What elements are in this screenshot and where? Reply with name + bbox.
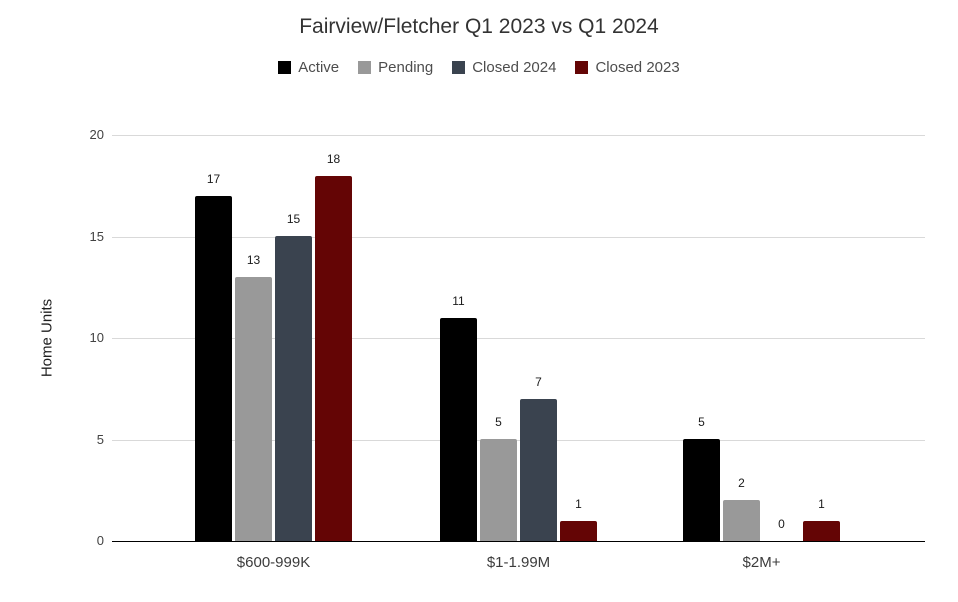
gridline: [112, 237, 925, 238]
y-axis-tick-label: 5: [96, 432, 104, 447]
category-label: $600-999K: [236, 554, 311, 571]
legend-label: Active: [298, 59, 340, 76]
legend-label: Closed 2024: [472, 59, 557, 76]
bar-value-label: 5: [698, 415, 705, 429]
chart-title: Fairview/Fletcher Q1 2023 vs Q1 2024: [299, 15, 659, 38]
legend-item-closed-2023: Closed 2023: [575, 59, 680, 76]
bar-value-label: 15: [286, 212, 301, 226]
gridline: [112, 338, 925, 339]
bar-pending: [480, 439, 517, 541]
bar-closed-2024: [275, 236, 312, 541]
y-axis-tick-label: 15: [89, 229, 104, 244]
bar-active: [683, 439, 720, 541]
bar-active: [440, 318, 477, 541]
legend-item-closed-2024: Closed 2024: [452, 59, 556, 76]
legend: Active Pending Closed 2024 Closed 2023: [0, 59, 958, 76]
bar-group-$600-999k: 17 13 15 18 $600-999K: [195, 135, 352, 571]
legend-label: Pending: [378, 59, 434, 76]
bar-value-label: 5: [495, 415, 502, 429]
bar-value-label: 0: [778, 517, 785, 531]
bar-pending: [723, 500, 760, 541]
gridline: [112, 440, 925, 441]
bar-closed-2023: [315, 176, 352, 541]
bar-value-label: 1: [818, 497, 825, 511]
category-label: $1-1.99M: [486, 554, 551, 571]
legend-item-pending: Pending: [358, 59, 433, 76]
bar-closed-2023: [803, 521, 840, 541]
y-axis-tick-label: 0: [96, 533, 104, 548]
category-label: $2M+: [742, 554, 781, 571]
legend-swatch-icon: [358, 61, 372, 74]
legend-swatch-icon: [452, 61, 466, 74]
bar-closed-2023: [560, 521, 597, 541]
bar-value-label: 18: [326, 152, 341, 166]
plot-area: 0 5 10 15 20 17 13 15 18 $600-999K 11 5 7 1 $1-1.99M 5 2…: [90, 127, 925, 571]
bar-active: [195, 196, 232, 541]
y-axis-tick-label: 20: [89, 127, 104, 142]
gridline: [112, 135, 925, 136]
bar-value-label: 17: [206, 172, 221, 186]
bar-closed-2024: [520, 399, 557, 541]
bar-group-$2m+: 5 2 0 1 $2M+: [683, 135, 840, 571]
bar-group-$1-1.99m: 11 5 7 1 $1-1.99M: [440, 135, 597, 571]
bar-value-label: 1: [575, 497, 582, 511]
bar-value-label: 11: [452, 294, 465, 308]
bar-value-label: 13: [246, 253, 261, 267]
legend-item-active: Active: [278, 59, 339, 76]
bar-value-label: 2: [738, 476, 745, 490]
y-axis-title: Home Units: [38, 298, 56, 378]
bar-pending: [235, 277, 272, 541]
legend-swatch-icon: [575, 61, 589, 74]
legend-label: Closed 2023: [595, 59, 680, 76]
y-axis-tick-label: 10: [89, 330, 104, 345]
legend-swatch-icon: [278, 61, 292, 74]
bar-value-label: 7: [535, 375, 542, 389]
